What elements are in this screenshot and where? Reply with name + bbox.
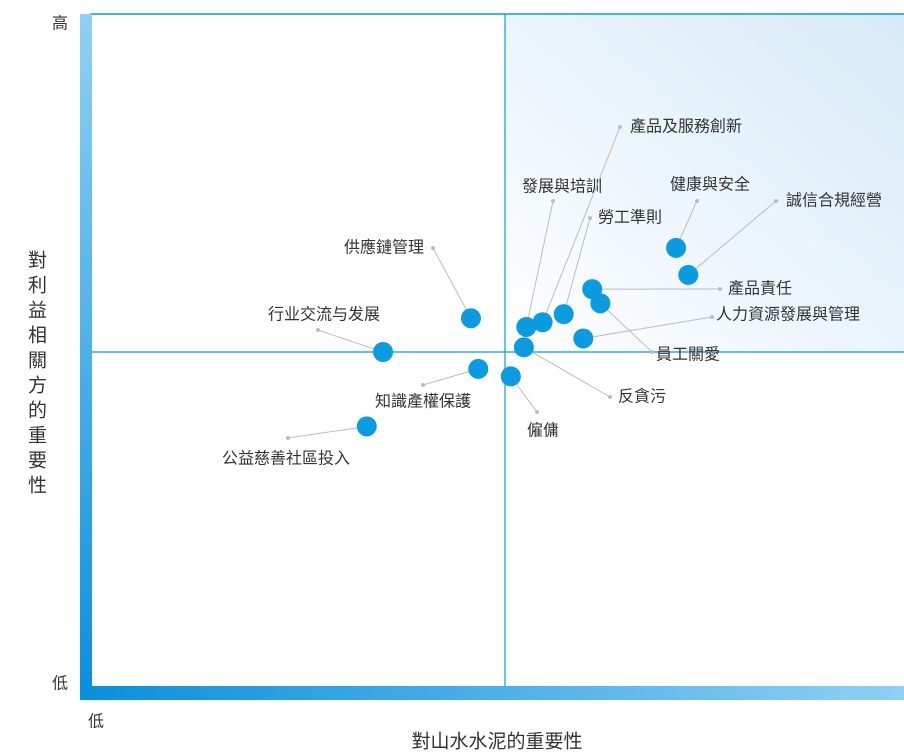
- leader-dot: [650, 350, 654, 354]
- x-tick-label: 低: [88, 712, 104, 731]
- leader-dot: [618, 125, 622, 129]
- y-axis-bar: [80, 14, 92, 700]
- point: [500, 366, 521, 387]
- leader-line: [687, 200, 777, 276]
- point: [553, 304, 574, 325]
- x-axis-bar: [80, 686, 904, 700]
- point: [573, 328, 594, 349]
- leader-dot: [316, 328, 320, 332]
- leader-dot: [608, 395, 612, 399]
- y-tick-label: 低: [52, 674, 68, 693]
- x-axis-title: 對山水水泥的重要性: [411, 731, 582, 753]
- point-label: 反貪污: [618, 387, 666, 406]
- point: [590, 293, 611, 314]
- y-tick-label: 高: [52, 14, 68, 33]
- leader-line: [542, 126, 621, 323]
- leader-line: [525, 200, 554, 328]
- leader-line: [317, 329, 384, 353]
- quadrant-fill: [505, 14, 904, 352]
- point-label: 行业交流与发展: [268, 305, 380, 324]
- point: [678, 264, 699, 285]
- point-label: 誠信合規經營: [786, 191, 882, 210]
- leader-line: [600, 302, 653, 353]
- leader-dot: [431, 246, 435, 250]
- point: [532, 312, 553, 333]
- point: [460, 308, 481, 329]
- point: [513, 337, 534, 358]
- y-axis-title: 對利益相關方的重要性: [25, 250, 47, 500]
- leader-dot: [774, 199, 778, 203]
- point: [373, 342, 394, 362]
- point-label: 供應鏈管理: [344, 238, 424, 257]
- leader-dot: [710, 315, 714, 319]
- point-label: 僱傭: [527, 421, 559, 440]
- leader-dot: [535, 410, 539, 414]
- leader-line: [287, 425, 367, 439]
- leader-line: [432, 247, 472, 319]
- point: [356, 416, 377, 437]
- leader-line: [583, 316, 713, 339]
- point-label: 員工關愛: [656, 345, 720, 364]
- leader-dot: [695, 199, 699, 203]
- point-label: 產品責任: [728, 279, 792, 298]
- leader-dot: [551, 199, 555, 203]
- point: [666, 237, 687, 258]
- point: [516, 316, 537, 337]
- leader-dot: [588, 216, 592, 220]
- point: [468, 358, 489, 379]
- point-label: 發展與培訓: [522, 177, 602, 196]
- point-label: 公益慈善社區投入: [222, 449, 350, 468]
- point-label: 健康與安全: [670, 175, 750, 194]
- leader-line: [523, 346, 611, 398]
- point-label: 人力資源發展與管理: [716, 305, 860, 324]
- leader-dot: [286, 436, 290, 440]
- leader-line: [563, 217, 591, 315]
- leader-dot: [718, 287, 722, 291]
- point-label: 勞工準則: [598, 208, 662, 227]
- point-label: 知識產權保護: [375, 392, 471, 411]
- point-label: 產品及服務創新: [630, 117, 742, 136]
- leader-dot: [421, 383, 425, 387]
